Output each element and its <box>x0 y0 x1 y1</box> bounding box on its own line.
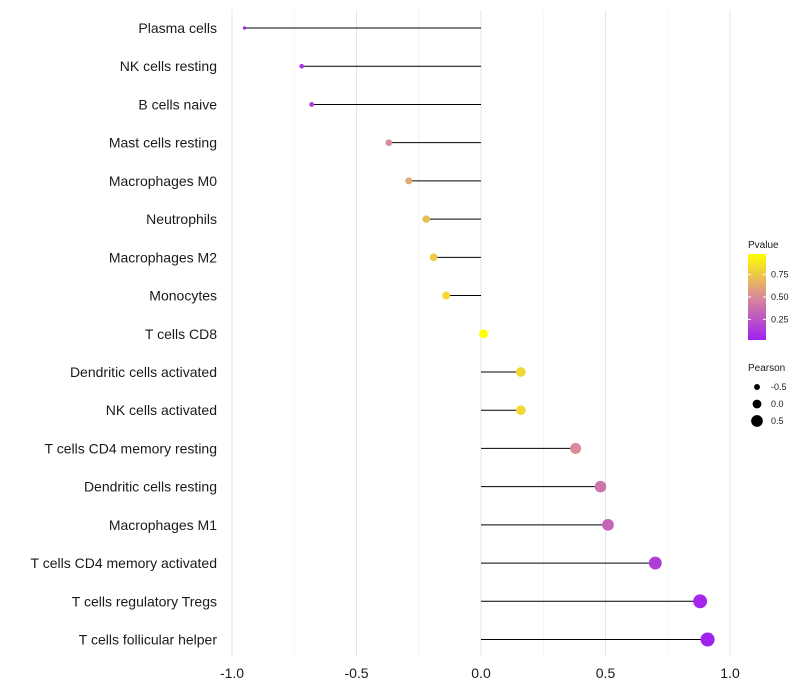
category-label: Macrophages M1 <box>109 517 217 533</box>
category-label: NK cells activated <box>106 402 217 418</box>
size-legend-title: Pearson <box>748 363 785 374</box>
lollipop-point <box>515 405 526 416</box>
category-label: T cells CD8 <box>145 326 217 342</box>
size-legend-dot <box>751 415 763 427</box>
lollipop-point <box>385 139 393 146</box>
color-tick-label: 0.25 <box>771 314 789 324</box>
grid-layer <box>231 10 731 657</box>
x-tick-label: -1.0 <box>220 665 244 681</box>
color-bar-ticks: 0.75 0.50 0.25 <box>748 270 789 324</box>
lollipop-point <box>309 102 315 107</box>
lollipop-point <box>700 632 715 647</box>
lollipop-point <box>648 556 662 570</box>
x-tick-label: 0.5 <box>596 665 616 681</box>
size-legend-label: -0.5 <box>771 382 787 392</box>
color-bar <box>748 254 766 340</box>
category-label: Macrophages M2 <box>109 249 217 265</box>
category-label: Dendritic cells resting <box>84 479 217 495</box>
size-legend-dot <box>752 399 762 409</box>
color-tick-label: 0.75 <box>771 270 789 280</box>
category-label: T cells CD4 memory activated <box>31 555 217 571</box>
lollipop-point <box>515 367 526 377</box>
lollipop-point <box>422 215 430 223</box>
color-tick-label: 0.50 <box>771 292 789 302</box>
category-label: NK cells resting <box>120 58 217 74</box>
lollipop-point <box>594 480 607 493</box>
size-legend-label: 0.5 <box>771 416 784 426</box>
points-layer <box>242 26 715 647</box>
category-label: B cells naive <box>138 96 217 112</box>
category-label: T cells follicular helper <box>79 632 218 648</box>
category-label: T cells regulatory Tregs <box>72 593 217 609</box>
lollipop-point <box>570 442 582 454</box>
lollipop-point <box>429 253 438 262</box>
x-tick-label: 0.0 <box>471 665 491 681</box>
lollipop-point <box>479 329 488 339</box>
category-label: Monocytes <box>149 288 217 304</box>
size-legend-label: 0.0 <box>771 399 784 409</box>
category-labels: Plasma cells NK cells resting B cells naiv… <box>31 20 218 648</box>
color-legend-title: Pvalue <box>748 240 779 251</box>
category-label: T cells CD4 memory resting <box>45 440 217 456</box>
category-label: Macrophages M0 <box>109 173 217 189</box>
stems-layer <box>244 27 708 640</box>
lollipop-point <box>299 63 305 69</box>
lollipop-point <box>602 518 614 531</box>
lollipop-point <box>442 291 451 300</box>
size-legend-dot <box>754 384 760 390</box>
category-label: Plasma cells <box>138 20 217 36</box>
category-label: Neutrophils <box>146 211 217 227</box>
x-tick-label: -0.5 <box>344 665 368 681</box>
category-label: Mast cells resting <box>109 135 217 151</box>
lollipop-point <box>242 26 247 30</box>
x-axis-ticks: -1.0 -0.5 0.0 0.5 1.0 <box>220 665 740 681</box>
lollipop-point <box>693 594 708 609</box>
legend: Pvalue 0.75 0.50 0.25 Pearson -0.5 0.0 0.5 <box>748 240 789 427</box>
size-legend-items: -0.5 0.0 0.5 <box>751 382 787 427</box>
category-label: Dendritic cells activated <box>70 364 217 380</box>
lollipop-point <box>405 177 413 185</box>
x-tick-label: 1.0 <box>720 665 740 681</box>
